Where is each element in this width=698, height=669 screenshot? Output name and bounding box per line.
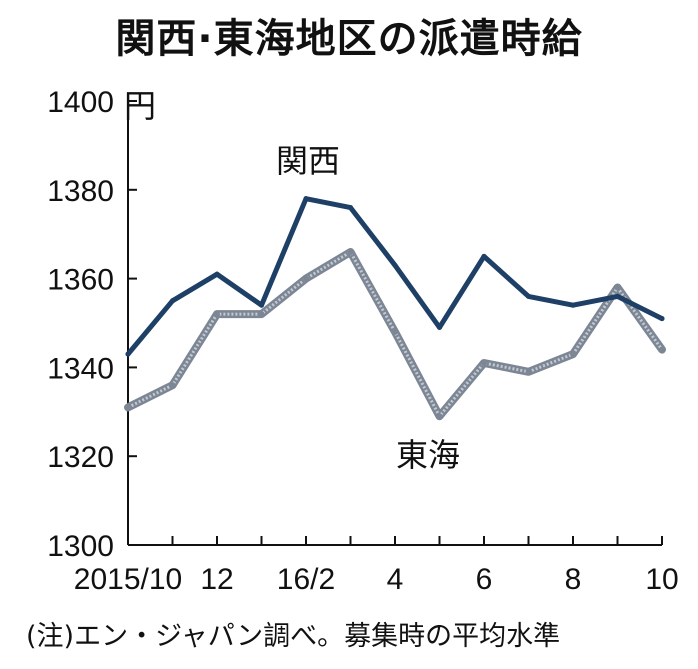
data-point-tokai: [614, 284, 621, 291]
data-point-tokai: [125, 404, 131, 411]
data-point-kansai: [170, 298, 175, 304]
data-point-tokai: [525, 368, 532, 375]
data-point-kansai: [392, 262, 398, 268]
x-tick-label: 10: [645, 563, 678, 596]
data-point-kansai: [259, 302, 264, 308]
series-label-tokai: 東海: [396, 436, 460, 474]
data-point-tokai: [436, 413, 443, 420]
y-tick-label: 1340: [47, 352, 114, 385]
y-tick-label: 1320: [47, 441, 114, 474]
chart-axes: [127, 100, 663, 546]
x-tick-label: 12: [200, 563, 233, 596]
y-unit-label: 円: [124, 87, 156, 125]
data-point-kansai: [214, 271, 220, 277]
y-tick-label: 1380: [47, 175, 114, 208]
x-tick-label: 8: [565, 563, 582, 596]
data-point-tokai: [169, 382, 176, 389]
data-point-kansai: [659, 316, 665, 322]
x-tick-label: 4: [387, 563, 404, 596]
x-tick-label: 2015/10: [74, 563, 182, 596]
x-tick-label: 6: [476, 563, 493, 596]
data-point-tokai: [347, 248, 354, 255]
y-tick-label: 1300: [47, 530, 114, 563]
data-point-kansai: [526, 293, 531, 299]
data-point-kansai: [570, 302, 576, 308]
source-note: (注)エン・ジャパン調べ。募集時の平均水準: [26, 621, 561, 652]
data-point-tokai: [258, 311, 265, 318]
data-point-kansai: [481, 253, 487, 259]
data-point-tokai: [659, 346, 665, 353]
data-point-tokai: [392, 328, 398, 335]
data-point-kansai: [125, 351, 131, 357]
chart-title: 関西·東海地区の派遣時給: [115, 16, 583, 62]
series-lines: [124, 196, 666, 421]
data-point-kansai: [437, 324, 442, 330]
y-tick-label: 1400: [47, 86, 114, 119]
data-point-tokai: [303, 275, 309, 282]
y-tick-labels: 1300 1320 1340 1360 1380 1400: [47, 86, 114, 563]
data-point-kansai: [303, 196, 309, 202]
series-label-kansai: 関西: [276, 142, 340, 180]
data-point-kansai: [615, 293, 620, 299]
data-point-kansai: [348, 205, 353, 211]
x-tick-labels: 2015/10 12 16/2 4 6 8 10: [74, 563, 679, 596]
data-point-tokai: [481, 359, 487, 366]
y-tick-label: 1360: [47, 264, 114, 297]
data-point-tokai: [214, 311, 220, 318]
x-tick-label: 16/2: [277, 563, 335, 596]
data-point-tokai: [570, 351, 576, 358]
